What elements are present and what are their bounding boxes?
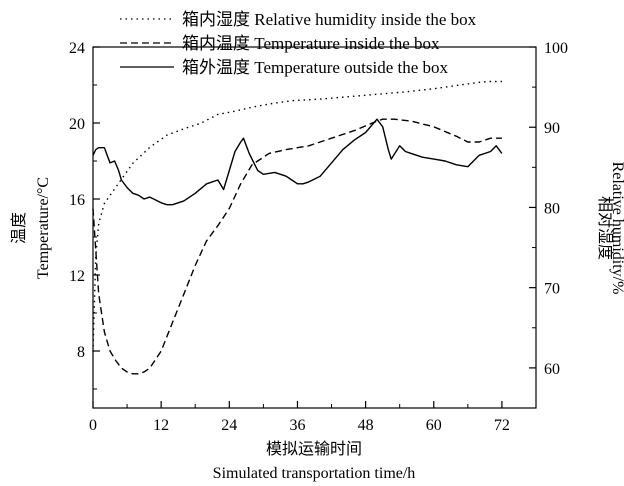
plot-frame (92, 46, 537, 409)
x-tick-label: 72 (494, 417, 510, 434)
series-line-temp-outside (92, 118, 503, 206)
x-axis-ticks: 0 12 24 36 48 60 72 (89, 401, 510, 434)
series-line-humidity-inside (92, 80, 502, 352)
x-tick-label: 24 (221, 417, 237, 434)
left-tick-label: 12 (69, 268, 85, 285)
right-tick-label: 60 (544, 361, 560, 378)
right-tick-label: 70 (544, 281, 560, 298)
x-tick-label: 60 (426, 417, 442, 434)
legend-label-temp-outside: 箱外温度 Temperature outside the box (182, 58, 449, 77)
right-tick-label: 80 (544, 200, 560, 217)
x-axis-title-cn: 模拟运输时间 (266, 440, 362, 458)
left-tick-label: 16 (69, 192, 85, 209)
left-axis-ticks: 8 12 16 20 24 (69, 40, 100, 390)
left-axis-title-en: Temperature/°C (35, 177, 52, 279)
right-axis-ticks: 60 70 80 90 100 (529, 40, 568, 378)
x-tick-label: 0 (89, 417, 97, 434)
right-tick-label: 100 (544, 40, 568, 57)
legend-label-temp-inside: 箱内温度 Temperature inside the box (182, 34, 440, 53)
x-tick-label: 48 (358, 417, 374, 434)
left-tick-label: 8 (77, 344, 85, 361)
legend: 箱内湿度 Relative humidity inside the box 箱内… (120, 10, 477, 77)
x-tick-label: 36 (289, 417, 305, 434)
x-tick-label: 12 (153, 417, 169, 434)
right-tick-label: 90 (544, 120, 560, 137)
series-line-temp-inside (92, 118, 502, 375)
series-layer (92, 80, 503, 375)
right-axis-title-cn: 相对湿度 (596, 196, 614, 260)
right-axis-title-en: Relative humidity/% (609, 162, 624, 295)
left-tick-label: 20 (69, 116, 85, 133)
legend-label-humidity-inside: 箱内湿度 Relative humidity inside the box (182, 10, 477, 29)
left-tick-label: 24 (69, 40, 85, 57)
left-axis-title-cn: 温度 (10, 212, 28, 244)
x-axis-title-en: Simulated transportation time/h (213, 465, 416, 482)
